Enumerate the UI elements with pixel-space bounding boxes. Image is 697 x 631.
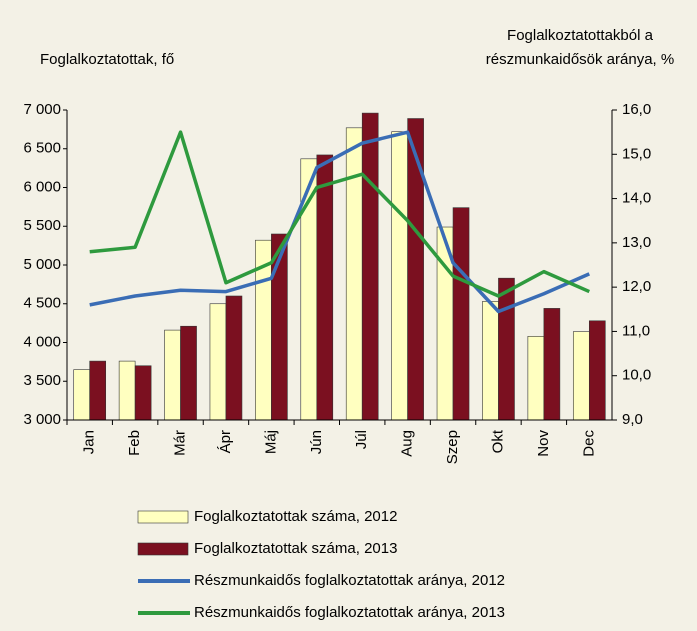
- y-tick-label: 6 500: [23, 140, 61, 157]
- bar: [527, 335, 545, 421]
- x-tick-label: Már: [172, 430, 189, 456]
- y2-axis-title: részmunkaidősök aránya, %: [486, 51, 674, 68]
- x-tick-label: Júl: [353, 430, 370, 449]
- bar: [391, 131, 408, 421]
- x-tick-label: Nov: [535, 430, 552, 457]
- x-tick-label: Feb: [126, 430, 143, 456]
- x-tick-label: Jún: [308, 430, 325, 454]
- line-series: [89, 130, 590, 314]
- legend-label: Foglalkoztatottak száma, 2012: [194, 508, 397, 525]
- y-tick-label: 5 000: [23, 256, 61, 273]
- bar: [134, 365, 152, 421]
- y2-axis-title: Foglalkoztatottakból a: [507, 27, 654, 44]
- x-tick-label: Jan: [81, 430, 98, 454]
- legend-swatch: [137, 542, 189, 556]
- y-tick-label: 3 000: [23, 411, 61, 428]
- bar: [89, 360, 107, 421]
- bar: [180, 325, 197, 421]
- bar: [543, 308, 561, 421]
- x-tick-label: Aug: [399, 430, 416, 457]
- y2-tick-label: 14,0: [622, 190, 651, 207]
- y-tick-label: 4 500: [23, 295, 61, 312]
- bar: [588, 320, 606, 421]
- bar: [452, 207, 470, 421]
- bar: [164, 329, 181, 421]
- y2-tick-label: 16,0: [622, 101, 651, 118]
- bar: [225, 295, 243, 421]
- x-tick-label: Ápr: [217, 430, 234, 453]
- legend-label: Részmunkaidős foglalkoztatottak aránya, …: [194, 604, 505, 621]
- bar: [118, 360, 136, 421]
- bar: [361, 112, 379, 421]
- bar: [572, 331, 590, 421]
- bar: [73, 369, 91, 421]
- legend-label: Részmunkaidős foglalkoztatottak aránya, …: [194, 572, 505, 589]
- y2-tick-label: 11,0: [622, 322, 650, 339]
- x-tick-label: Máj: [262, 430, 279, 454]
- x-tick-label: Dec: [580, 430, 597, 457]
- y2-tick-label: 15,0: [622, 145, 651, 162]
- bar: [345, 127, 363, 421]
- bar: [316, 154, 334, 421]
- y-tick-label: 6 000: [23, 178, 61, 195]
- legend-swatch: [137, 510, 189, 524]
- x-tick-label: Okt: [489, 429, 506, 453]
- bar: [209, 303, 227, 421]
- y2-tick-label: 10,0: [622, 367, 651, 384]
- y-tick-label: 7 000: [23, 101, 61, 118]
- bar: [407, 118, 424, 421]
- y2-tick-label: 9,0: [622, 411, 643, 428]
- y-tick-label: 4 000: [23, 333, 61, 350]
- legend-label: Foglalkoztatottak száma, 2013: [194, 540, 397, 557]
- x-tick-label: Szep: [444, 430, 461, 464]
- bar: [498, 277, 515, 421]
- y-axis-title: Foglalkoztatottak, fő: [40, 51, 174, 68]
- y-tick-label: 5 500: [23, 217, 61, 234]
- line-series: [89, 130, 590, 298]
- bar: [482, 301, 499, 421]
- y2-tick-label: 13,0: [622, 234, 651, 251]
- y2-tick-label: 12,0: [622, 278, 651, 295]
- y-tick-label: 3 500: [23, 372, 61, 389]
